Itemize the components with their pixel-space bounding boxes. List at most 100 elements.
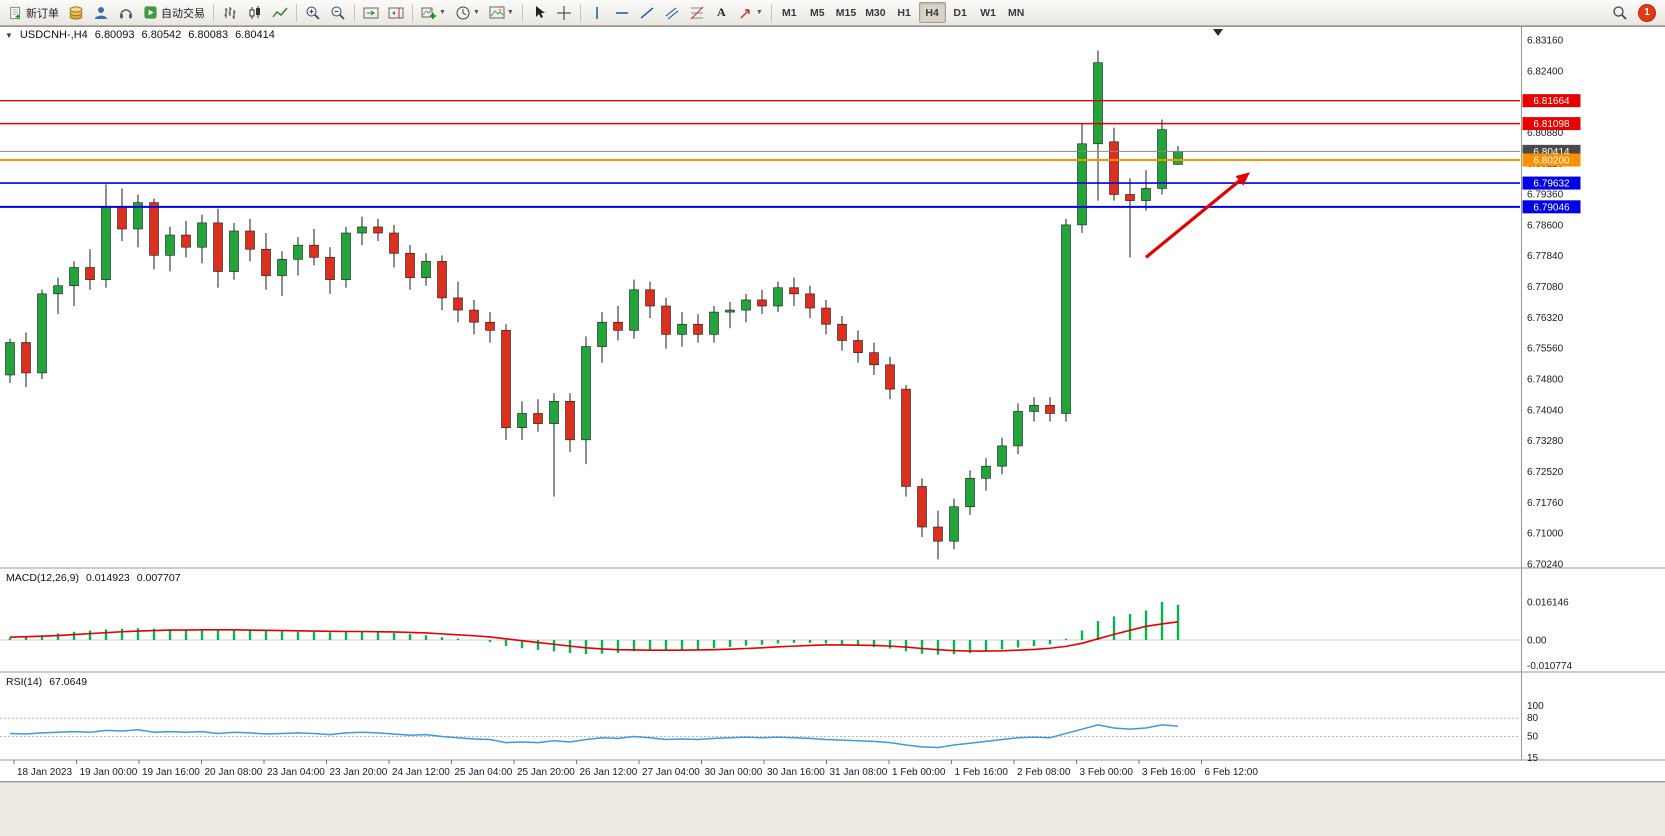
- svg-text:6.80414: 6.80414: [1533, 147, 1570, 158]
- auto-trading-button[interactable]: 自动交易: [139, 2, 209, 23]
- community-button[interactable]: [89, 2, 113, 23]
- svg-text:3 Feb 16:00: 3 Feb 16:00: [1142, 767, 1196, 778]
- search-button[interactable]: [1608, 2, 1632, 23]
- chart-canvas[interactable]: 6.831606.824006.816406.808806.801206.793…: [0, 26, 1665, 782]
- template-icon: [489, 6, 505, 18]
- chart-shift-button[interactable]: [384, 2, 408, 23]
- candle: [949, 498, 959, 550]
- person-icon: [95, 6, 107, 19]
- timeframe-m30-button[interactable]: M30: [861, 2, 889, 23]
- trendline-tool-button[interactable]: [635, 2, 659, 23]
- candle: [533, 399, 543, 432]
- deposit-button[interactable]: [64, 2, 88, 23]
- search-icon: [1613, 5, 1627, 20]
- svg-text:6.73280: 6.73280: [1527, 436, 1564, 447]
- vertical-line-icon: [596, 6, 598, 19]
- candle: [469, 299, 479, 335]
- trend-arrow[interactable]: [1144, 172, 1250, 259]
- toolbar-separator: [521, 3, 523, 22]
- resistance-2-line[interactable]: 6.81098: [0, 117, 1581, 131]
- candle: [757, 289, 767, 315]
- candle: [773, 281, 783, 313]
- support-button[interactable]: [114, 2, 138, 23]
- coins-icon: [69, 5, 83, 20]
- svg-text:6.81664: 6.81664: [1533, 96, 1570, 107]
- timeframe-m1-button[interactable]: M1: [776, 2, 803, 23]
- period-menu-button[interactable]: ▼: [451, 2, 484, 23]
- svg-text:23 Jan 04:00: 23 Jan 04:00: [267, 767, 325, 778]
- candle: [517, 401, 527, 440]
- svg-text:6.71760: 6.71760: [1527, 498, 1564, 509]
- chart-shift-marker[interactable]: [1213, 29, 1223, 36]
- bar-chart-button[interactable]: [218, 2, 242, 23]
- text-tool-button[interactable]: A: [710, 2, 733, 23]
- time-axis: 18 Jan 2023 19 Jan 00:00 19 Jan 16:00 20 Ja…: [13, 760, 1258, 778]
- candle: [693, 314, 703, 343]
- svg-text:2 Feb 08:00: 2 Feb 08:00: [1017, 767, 1071, 778]
- arrows-tool-button[interactable]: ▼: [734, 2, 767, 23]
- auto-scroll-button[interactable]: [359, 2, 383, 23]
- candle: [133, 194, 143, 248]
- candle: [853, 330, 863, 363]
- zoom-in-button[interactable]: [301, 2, 325, 23]
- timeframe-m5-button[interactable]: M5: [804, 2, 831, 23]
- auto-trading-icon: [144, 6, 157, 19]
- candle: [245, 218, 255, 262]
- cursor-tool-button[interactable]: [527, 2, 551, 23]
- channel-tool-button[interactable]: [660, 2, 684, 23]
- candlestick-chart-button[interactable]: [243, 2, 267, 23]
- svg-text:100: 100: [1527, 701, 1544, 712]
- timeframe-w1-button[interactable]: W1: [975, 2, 1002, 23]
- candle: [101, 184, 111, 288]
- candle: [389, 224, 399, 268]
- candles-layer: [5, 50, 1183, 560]
- timeframe-h1-button[interactable]: H1: [891, 2, 918, 23]
- candlestick-chart-icon: [249, 5, 260, 19]
- horizontal-line-tool-button[interactable]: [610, 2, 634, 23]
- candle: [1093, 50, 1103, 201]
- support-1-line[interactable]: 6.79632: [0, 176, 1581, 190]
- svg-text:3 Feb 00:00: 3 Feb 00:00: [1080, 767, 1134, 778]
- svg-text:31 Jan 08:00: 31 Jan 08:00: [830, 767, 888, 778]
- line-chart-button[interactable]: [268, 2, 292, 23]
- timeframe-d1-button[interactable]: D1: [947, 2, 974, 23]
- resistance-2-price-badge: [1522, 117, 1581, 131]
- svg-text:6.80880: 6.80880: [1527, 128, 1564, 139]
- crosshair-tool-button[interactable]: [552, 2, 576, 23]
- toolbar-separator: [296, 3, 297, 22]
- chart-window[interactable]: 6.831606.824006.816406.808806.801206.793…: [0, 26, 1665, 782]
- new-order-button[interactable]: 新订单: [5, 2, 63, 23]
- support-2-price-badge: [1522, 200, 1581, 214]
- candle: [485, 312, 495, 343]
- new-order-icon: [10, 6, 20, 19]
- toolbar-separator: [412, 3, 413, 22]
- fibonacci-icon: [690, 6, 704, 19]
- clock-icon: [456, 6, 470, 19]
- resistance-1-line[interactable]: 6.81664: [0, 94, 1581, 108]
- candle: [1013, 403, 1023, 455]
- template-menu-button[interactable]: ▼: [485, 2, 518, 23]
- notification-badge[interactable]: 1: [1638, 3, 1656, 22]
- svg-text:1 Feb 16:00: 1 Feb 16:00: [955, 767, 1009, 778]
- support-2-line[interactable]: 6.79046: [0, 200, 1581, 214]
- pivot-line-line[interactable]: 6.80200: [0, 153, 1581, 167]
- fibonacci-tool-button[interactable]: [685, 2, 709, 23]
- svg-text:0.016146: 0.016146: [1527, 597, 1569, 608]
- bid-line-line[interactable]: 6.80414: [0, 144, 1581, 158]
- timeframe-h4-button[interactable]: H4: [918, 2, 946, 23]
- add-indicator-button[interactable]: ▼: [417, 2, 450, 23]
- timeframe-mn-button[interactable]: MN: [1003, 2, 1030, 23]
- timeframe-m15-button[interactable]: M15: [832, 2, 860, 23]
- candle: [645, 281, 655, 319]
- zoom-out-button[interactable]: [326, 2, 350, 23]
- pivot-line-price-badge: [1522, 153, 1581, 167]
- candle: [997, 437, 1007, 475]
- one-click-trading-caret-icon[interactable]: ▼: [5, 30, 13, 40]
- candle: [501, 324, 511, 440]
- candle: [549, 393, 559, 497]
- candle: [293, 237, 303, 276]
- candle: [965, 470, 975, 515]
- arrow-object-icon: [740, 8, 750, 18]
- vertical-line-tool-button[interactable]: [585, 2, 609, 23]
- candle: [261, 233, 271, 290]
